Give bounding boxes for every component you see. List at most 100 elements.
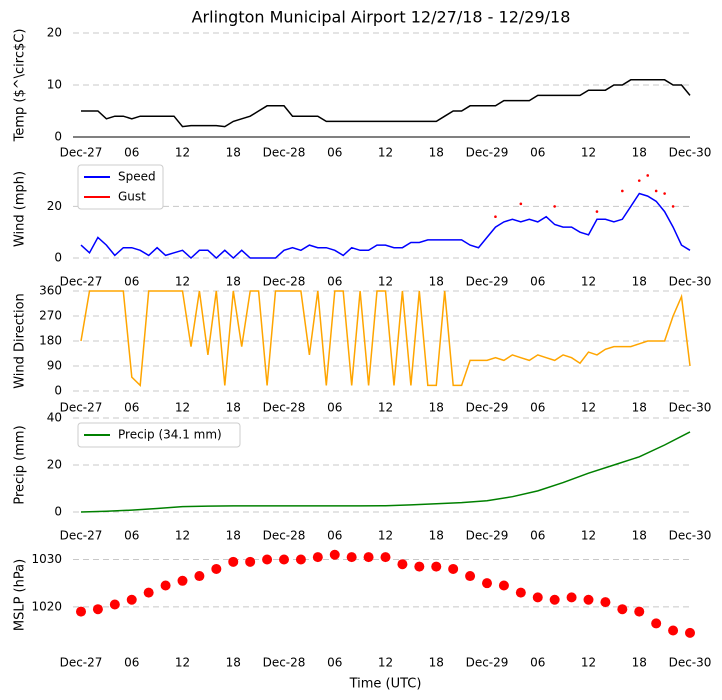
x-tick-label: 06 (124, 275, 139, 289)
y-tick-label: 20 (47, 26, 62, 40)
x-tick-label: Dec-28 (263, 275, 306, 289)
x-tick-label: 18 (226, 656, 241, 670)
y-tick-label: 1030 (31, 552, 62, 566)
x-tick-label: 06 (530, 401, 545, 415)
point (380, 552, 391, 563)
x-tick-label: Dec-29 (466, 401, 509, 415)
point (482, 578, 492, 589)
legend (77, 422, 241, 448)
point (414, 561, 425, 572)
point (279, 554, 289, 565)
x-tick-label: 12 (175, 275, 190, 289)
x-tick-label: Dec-28 (263, 401, 306, 415)
point (312, 552, 323, 563)
point (211, 563, 222, 574)
point (448, 563, 459, 574)
point (668, 625, 679, 636)
y-tick-label: 20 (47, 199, 62, 213)
x-tick-label: 12 (378, 656, 393, 670)
x-tick-label: Dec-30 (669, 146, 712, 160)
x-tick-label: 06 (327, 401, 342, 415)
point (634, 606, 645, 617)
x-tick-label: 12 (175, 529, 190, 543)
x-tick-label: Dec-27 (60, 401, 103, 415)
x-tick-label: Dec-27 (60, 529, 103, 543)
x-tick-label: 12 (378, 401, 393, 415)
y-axis-label: Temp ($^\circ$C) (13, 29, 28, 143)
point (363, 552, 374, 563)
point (397, 559, 408, 570)
point (617, 604, 628, 615)
point (498, 580, 509, 591)
x-tick-label: 12 (378, 275, 393, 289)
line (80, 192, 691, 260)
point (553, 205, 556, 208)
x-tick-label: 18 (429, 275, 444, 289)
point (515, 587, 526, 598)
y-tick-label: 20 (47, 458, 62, 472)
point (295, 554, 306, 565)
x-tick-label: Dec-30 (669, 529, 712, 543)
y-axis-label: MSLP (hPa) (13, 559, 28, 631)
x-tick-label: 12 (581, 529, 596, 543)
x-tick-label: 06 (124, 401, 139, 415)
x-tick-label: 18 (226, 146, 241, 160)
point (92, 604, 103, 615)
point (160, 580, 171, 591)
y-tick-label: 0 (54, 384, 62, 398)
point (595, 210, 599, 213)
point (566, 592, 577, 603)
point (329, 549, 340, 560)
point (621, 189, 624, 193)
x-tick-label: 12 (175, 656, 190, 670)
x-tick-label: 12 (378, 529, 393, 543)
x-tick-label: 12 (581, 401, 596, 415)
x-tick-label: 06 (327, 529, 342, 543)
point (685, 627, 695, 638)
x-tick-label: Dec-29 (466, 275, 509, 289)
x-tick-label: Dec-30 (669, 656, 712, 670)
x-tick-label: 06 (124, 656, 139, 670)
x-tick-label: 06 (530, 529, 545, 543)
line (81, 79, 691, 128)
x-tick-label: 18 (429, 401, 444, 415)
x-tick-label: 18 (226, 401, 241, 415)
y-tick-label: 1020 (31, 599, 62, 613)
x-tick-label: 06 (327, 275, 342, 289)
point (494, 215, 497, 219)
point (194, 571, 205, 582)
x-tick-label: 12 (581, 275, 596, 289)
point (583, 594, 594, 605)
x-tick-label: Dec-30 (669, 401, 712, 415)
x-tick-label: 12 (175, 146, 190, 160)
x-tick-label: Dec-30 (669, 275, 712, 289)
x-tick-label: 12 (378, 146, 393, 160)
x-tick-label: 12 (175, 401, 190, 415)
y-axis-label: Wind Direction (13, 293, 28, 389)
point (646, 174, 650, 177)
point (600, 597, 611, 608)
point (262, 554, 273, 565)
x-tick-label: 06 (124, 146, 139, 160)
point (519, 202, 523, 206)
y-tick-label: 360 (39, 284, 62, 298)
point (663, 192, 666, 195)
point (651, 618, 662, 629)
x-tick-label: Dec-28 (263, 529, 306, 543)
line (80, 290, 691, 388)
x-tick-label: 06 (530, 275, 545, 289)
legend-label: Speed (118, 170, 156, 184)
point (143, 587, 154, 598)
x-tick-label: Dec-29 (466, 529, 509, 543)
y-tick-label: 270 (39, 309, 62, 323)
x-tick-label: Dec-29 (466, 656, 509, 670)
line (80, 431, 691, 513)
x-tick-label: 18 (429, 146, 444, 160)
x-tick-label: Dec-27 (60, 275, 103, 289)
point (431, 561, 442, 572)
point (76, 606, 86, 617)
x-tick-label: 06 (530, 656, 545, 670)
point (109, 599, 120, 610)
point (177, 575, 188, 586)
